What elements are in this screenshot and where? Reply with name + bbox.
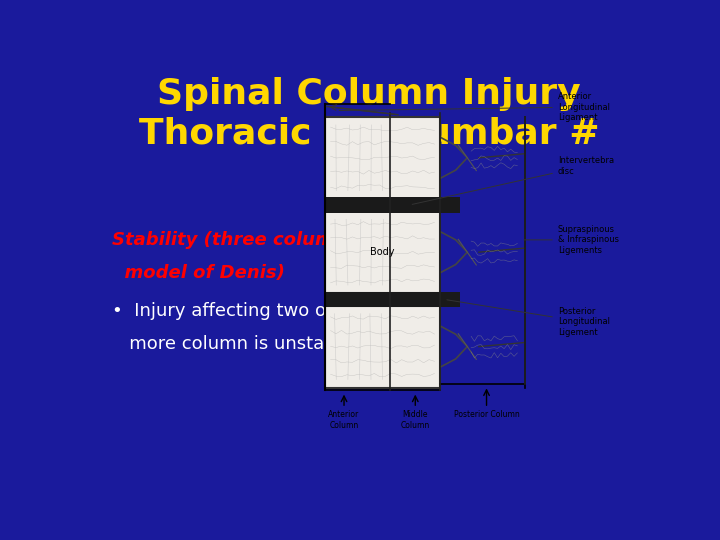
Text: Posterior Column: Posterior Column [454,410,519,419]
Bar [325,306,441,388]
Bar [325,117,441,199]
Text: more column is unstable: more column is unstable [112,335,352,353]
Text: Intervertebra
disc: Intervertebra disc [413,156,614,204]
Text: Anterior
Longitudinal
Ligament: Anterior Longitudinal Ligament [339,92,610,122]
Bar [325,197,459,213]
Text: •  Injury affecting two or: • Injury affecting two or [112,302,334,320]
Text: Supraspinous
& Infraspinous
Ligements: Supraspinous & Infraspinous Ligements [524,225,618,255]
Bar [325,211,441,293]
Text: Spinal Column Injury
Thoracic and lumbar #: Spinal Column Injury Thoracic and lumbar… [139,77,599,151]
Text: Anterior
Column: Anterior Column [328,410,360,430]
Text: model of Denis): model of Denis) [112,265,285,282]
Text: Posterior
Longitudinal
Ligement: Posterior Longitudinal Ligement [447,300,610,337]
Text: Stability (three column: Stability (three column [112,231,347,249]
Text: Body: Body [370,247,395,257]
Text: Middle
Column: Middle Column [400,410,430,430]
Bar [325,292,459,307]
